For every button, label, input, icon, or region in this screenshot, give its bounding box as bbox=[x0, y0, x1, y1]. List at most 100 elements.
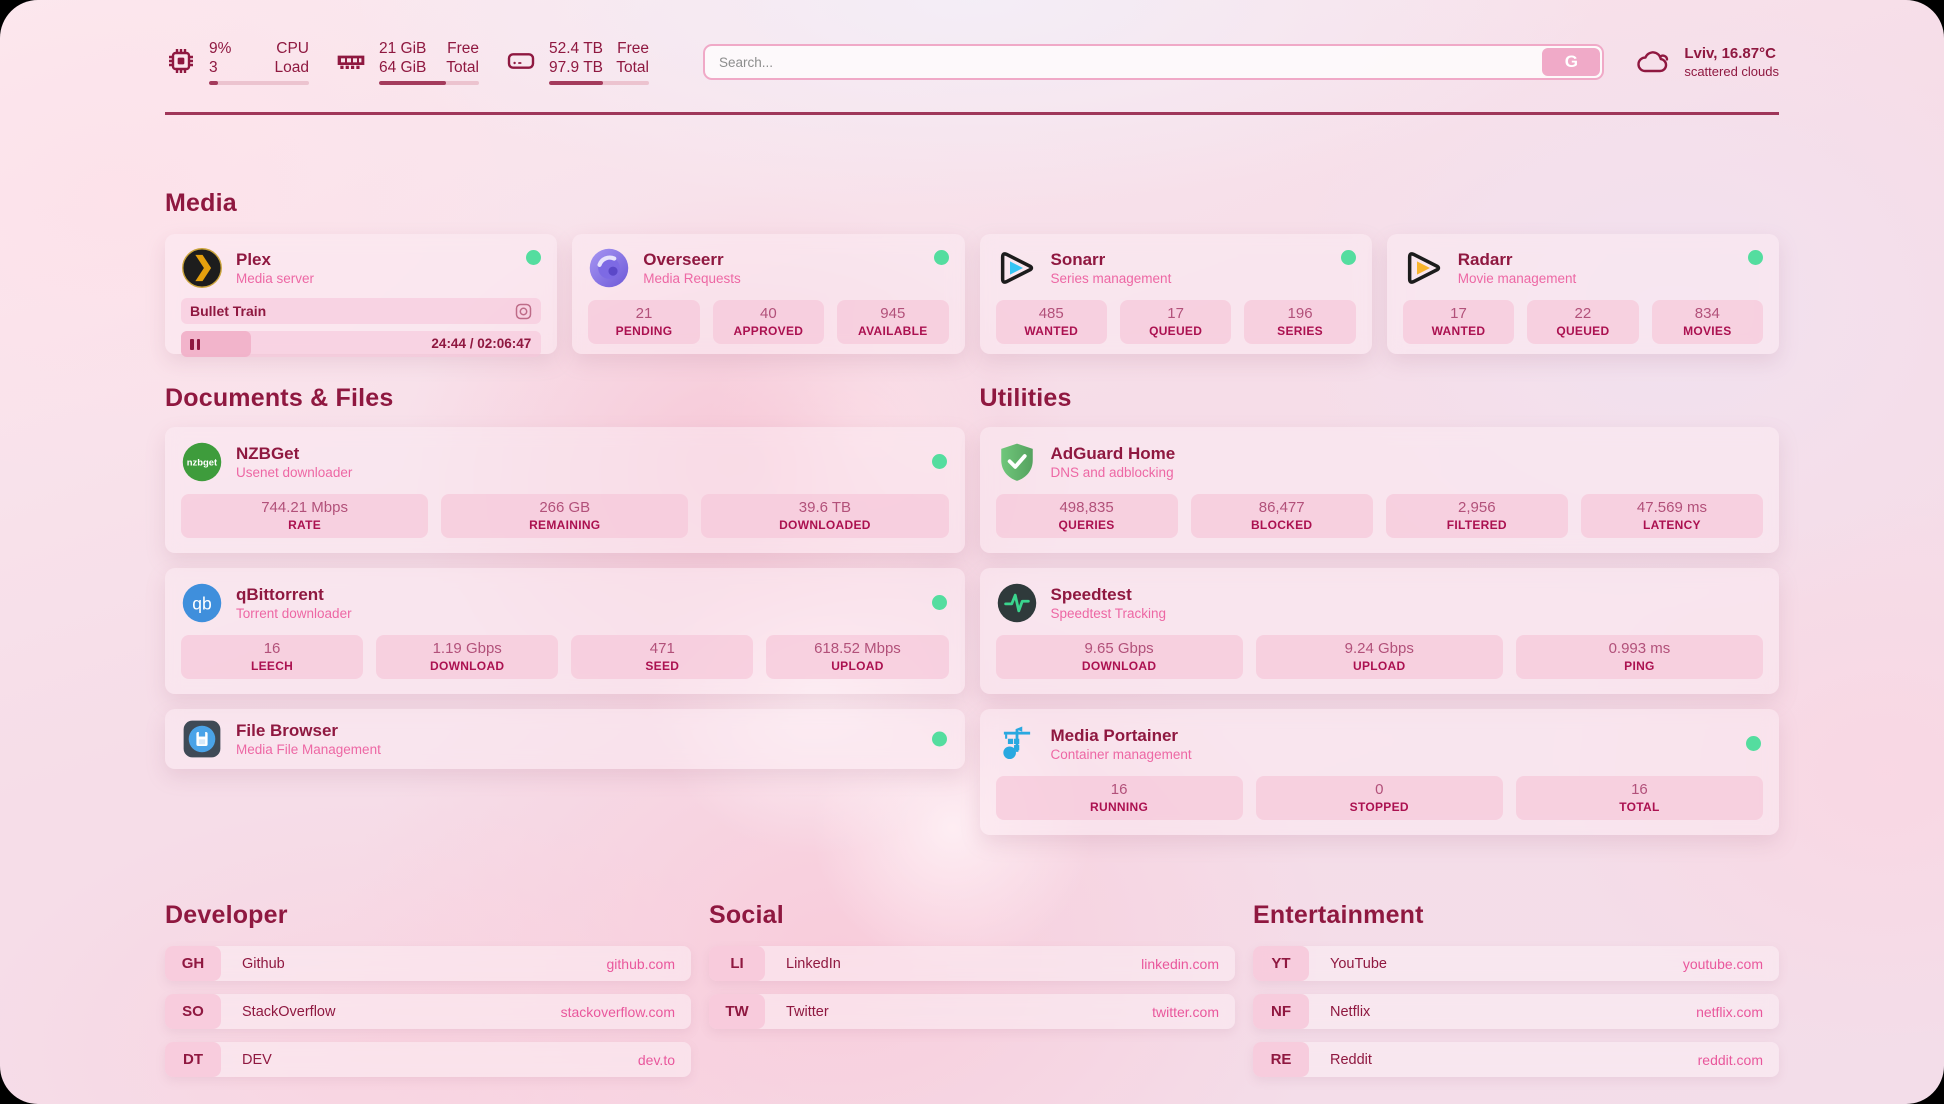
adguard-card[interactable]: AdGuard Home DNS and adblocking 498,835 … bbox=[979, 427, 1779, 553]
radarr-subtitle: Movie management bbox=[1457, 271, 1577, 286]
overseerr-status-dot bbox=[933, 250, 949, 265]
section-social: Social LI LinkedIn linkedin.com TW Twitt… bbox=[709, 901, 1235, 1090]
section-developer: Developer GH Github github.com SO StackO… bbox=[165, 901, 691, 1090]
plex-now-playing-row: Bullet Train bbox=[181, 298, 542, 324]
nzbget-icon: nzbget bbox=[181, 441, 223, 483]
overseerr-stat-pending: 21 PENDING bbox=[588, 300, 700, 344]
link-stackoverflow[interactable]: SO StackOverflow stackoverflow.com bbox=[165, 994, 691, 1029]
nzbget-name: NZBGet bbox=[236, 444, 300, 463]
plex-progress-bar[interactable]: 24:44 / 02:06:47 bbox=[181, 331, 542, 357]
portainer-card[interactable]: Media Portainer Container management 16 … bbox=[979, 709, 1779, 835]
overseerr-subtitle: Media Requests bbox=[643, 271, 741, 286]
qbittorrent-subtitle: Torrent downloader bbox=[236, 606, 352, 621]
search-bar[interactable]: G bbox=[703, 44, 1605, 80]
cpu-label-bottom: Load bbox=[274, 59, 309, 76]
speedtest-card[interactable]: Speedtest Speedtest Tracking 9.65 Gbps D… bbox=[979, 568, 1779, 694]
ram-label-bottom: Total bbox=[446, 59, 479, 76]
nzbget-stat-downloaded: 39.6 TB DOWNLOADED bbox=[701, 494, 949, 538]
nzbget-card[interactable]: nzbget NZBGet Usenet downloader 744.21 M… bbox=[165, 427, 965, 553]
plex-card[interactable]: Plex Media server Bullet Train bbox=[165, 234, 558, 357]
nzbget-stat-rate: 744.21 Mbps RATE bbox=[181, 494, 429, 538]
sonarr-card[interactable]: Sonarr Series management 485 WANTED 17 Q… bbox=[979, 234, 1372, 354]
twitter-abbr: TW bbox=[709, 994, 765, 1029]
ram-value-top: 21 GiB bbox=[379, 40, 427, 57]
sonarr-stat-series: 196 SERIES bbox=[1244, 300, 1356, 344]
disk-label-bottom: Total bbox=[616, 59, 649, 76]
ram-stat: 21 GiB Free 64 GiB Total bbox=[335, 39, 479, 85]
link-youtube[interactable]: YT YouTube youtube.com bbox=[1253, 946, 1779, 981]
ram-value-bottom: 64 GiB bbox=[379, 59, 427, 76]
entertainment-section-title: Entertainment bbox=[1253, 901, 1424, 929]
nzbget-status-dot bbox=[931, 454, 947, 469]
link-github[interactable]: GH Github github.com bbox=[165, 946, 691, 981]
overseerr-card[interactable]: Overseerr Media Requests 21 PENDING 40 A… bbox=[572, 234, 965, 354]
adguard-name: AdGuard Home bbox=[1050, 444, 1176, 463]
filebrowser-card[interactable]: File Browser Media File Management bbox=[165, 709, 965, 769]
cpu-stat: 9% CPU 3 Load bbox=[165, 39, 309, 85]
developer-section-title: Developer bbox=[165, 901, 288, 929]
cpu-icon bbox=[165, 45, 197, 77]
section-entertainment: Entertainment YT YouTube youtube.com NF … bbox=[1253, 901, 1779, 1090]
speedtest-stat-download: 9.65 Gbps DOWNLOAD bbox=[995, 635, 1243, 679]
section-media: Media Plex Media server bbox=[165, 189, 1779, 357]
portainer-icon bbox=[996, 723, 1038, 765]
search-input[interactable] bbox=[705, 46, 1541, 78]
search-engine-button[interactable]: G bbox=[1542, 48, 1601, 76]
adguard-stat-filtered: 2,956 FILTERED bbox=[1385, 494, 1568, 538]
qbittorrent-icon: qb bbox=[181, 582, 223, 624]
nzbget-subtitle: Usenet downloader bbox=[236, 465, 353, 480]
speedtest-icon bbox=[996, 582, 1038, 624]
adguard-subtitle: DNS and adblocking bbox=[1050, 465, 1174, 480]
speedtest-stat-ping: 0.993 ms PING bbox=[1515, 635, 1764, 679]
media-section-title: Media bbox=[165, 189, 237, 217]
portainer-name: Media Portainer bbox=[1050, 726, 1179, 745]
radarr-icon bbox=[1403, 247, 1445, 289]
link-twitter[interactable]: TW Twitter twitter.com bbox=[709, 994, 1235, 1029]
header-divider bbox=[165, 112, 1779, 115]
radarr-stat-wanted: 17 WANTED bbox=[1402, 300, 1515, 344]
sonarr-stat-wanted: 485 WANTED bbox=[995, 300, 1107, 344]
adguard-stat-blocked: 86,477 BLOCKED bbox=[1190, 494, 1373, 538]
overseerr-stat-approved: 40 APPROVED bbox=[712, 300, 825, 344]
adguard-stat-latency: 47.569 ms LATENCY bbox=[1580, 494, 1763, 538]
reddit-abbr: RE bbox=[1253, 1042, 1309, 1077]
svg-text:nzbget: nzbget bbox=[187, 458, 218, 469]
radarr-status-dot bbox=[1748, 250, 1763, 265]
disk-label-top: Free bbox=[617, 40, 649, 57]
radarr-stat-movies: 834 MOVIES bbox=[1651, 300, 1764, 344]
link-netflix[interactable]: NF Netflix netflix.com bbox=[1253, 994, 1779, 1029]
stackoverflow-abbr: SO bbox=[165, 994, 221, 1029]
cloud-icon bbox=[1636, 47, 1672, 77]
filebrowser-name: File Browser bbox=[236, 721, 339, 740]
weather-condition: scattered clouds bbox=[1684, 64, 1779, 79]
link-linkedin[interactable]: LI LinkedIn linkedin.com bbox=[709, 946, 1235, 981]
portainer-stat-running: 16 RUNNING bbox=[995, 776, 1243, 820]
cpu-value-bottom: 3 bbox=[209, 59, 218, 76]
filebrowser-icon bbox=[181, 718, 223, 760]
adguard-icon bbox=[996, 441, 1038, 483]
cpu-usage-bar-fill bbox=[209, 81, 218, 85]
portainer-subtitle: Container management bbox=[1050, 747, 1192, 762]
weather-widget: Lviv, 16.87°C scattered clouds bbox=[1636, 44, 1779, 80]
qbittorrent-stat-seed: 471 SEED bbox=[571, 635, 754, 679]
section-documents: Documents & Files nzbget NZBGet Usenet d… bbox=[165, 384, 965, 835]
link-reddit[interactable]: RE Reddit reddit.com bbox=[1253, 1042, 1779, 1077]
header-bar: 9% CPU 3 Load bbox=[165, 0, 1779, 86]
qbittorrent-card[interactable]: qb qBittorrent Torrent downloader 16 LEE… bbox=[165, 568, 965, 694]
sonarr-stat-queued: 17 QUEUED bbox=[1119, 300, 1232, 344]
pause-icon[interactable] bbox=[190, 338, 200, 350]
ram-usage-bar bbox=[379, 81, 479, 85]
utilities-section-title: Utilities bbox=[979, 384, 1072, 412]
disk-stat: 52.4 TB Free 97.9 TB Total bbox=[505, 39, 649, 85]
qbittorrent-name: qBittorrent bbox=[236, 585, 324, 604]
plex-status-dot bbox=[526, 250, 542, 265]
disk-usage-bar bbox=[549, 81, 649, 85]
sonarr-subtitle: Series management bbox=[1050, 271, 1172, 286]
radarr-card[interactable]: Radarr Movie management 17 WANTED 22 QUE… bbox=[1386, 234, 1779, 354]
link-dev[interactable]: DT DEV dev.to bbox=[165, 1042, 691, 1077]
section-utilities: Utilities AdGuard Home bbox=[979, 384, 1779, 835]
linkedin-abbr: LI bbox=[709, 946, 765, 981]
disk-value-top: 52.4 TB bbox=[549, 40, 604, 57]
adguard-stat-queries: 498,835 QUERIES bbox=[995, 494, 1178, 538]
